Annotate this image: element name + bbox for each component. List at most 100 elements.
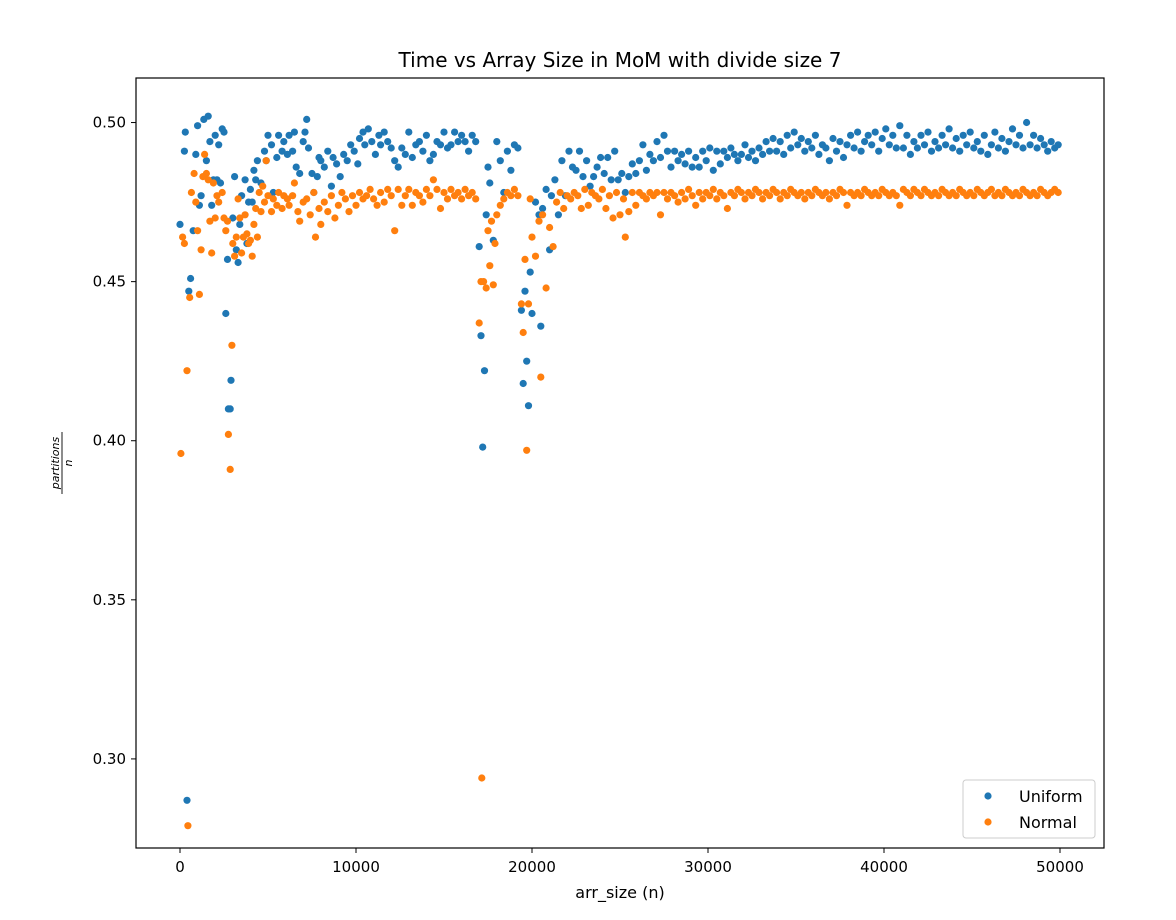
point-uniform (720, 147, 728, 155)
point-normal (496, 201, 504, 209)
point-uniform (333, 160, 341, 168)
point-uniform (896, 122, 904, 130)
point-uniform (479, 443, 487, 451)
point-uniform (656, 153, 665, 162)
point-uniform (614, 176, 622, 184)
legend-marker-normal (984, 818, 992, 826)
point-uniform (723, 153, 732, 162)
point-uniform (528, 309, 536, 318)
point-uniform (927, 147, 936, 155)
point-normal (224, 430, 232, 438)
point-uniform (653, 138, 661, 146)
y-tick-label: 0.35 (93, 591, 126, 609)
point-normal (377, 188, 385, 197)
point-normal (526, 195, 534, 203)
point-normal (468, 188, 476, 197)
point-uniform (678, 150, 686, 158)
point-normal (183, 367, 191, 375)
point-uniform (741, 141, 749, 149)
point-normal (535, 217, 543, 225)
point-uniform (429, 150, 437, 158)
point-normal (484, 227, 492, 235)
point-normal (663, 195, 672, 203)
point-uniform (565, 147, 573, 155)
point-uniform (355, 134, 364, 143)
point-normal (952, 192, 960, 200)
point-uniform (868, 141, 876, 149)
point-normal (190, 169, 198, 178)
point-uniform (590, 173, 598, 181)
point-uniform (285, 131, 293, 139)
point-normal (1033, 192, 1041, 200)
point-uniform (783, 131, 791, 139)
point-uniform (839, 153, 848, 162)
point-normal (642, 195, 651, 203)
point-uniform (1005, 138, 1013, 146)
point-uniform (674, 157, 682, 165)
point-normal (348, 192, 357, 200)
point-uniform (496, 157, 504, 165)
point-normal (773, 188, 781, 197)
point-uniform (854, 128, 862, 136)
point-uniform (447, 141, 455, 149)
point-normal (401, 192, 409, 200)
point-uniform (206, 138, 214, 146)
point-normal (275, 188, 283, 197)
point-normal (206, 217, 214, 225)
point-uniform (405, 128, 413, 136)
point-uniform (299, 138, 307, 146)
point-uniform (970, 144, 978, 152)
point-uniform (963, 141, 971, 149)
point-uniform (832, 147, 841, 155)
x-tick-label: 40000 (860, 858, 908, 876)
point-normal (419, 198, 427, 206)
point-uniform (642, 166, 651, 174)
point-normal (253, 233, 261, 241)
point-normal (685, 185, 693, 193)
point-uniform (984, 150, 992, 158)
point-normal (201, 150, 209, 158)
point-normal (906, 192, 915, 200)
point-normal (581, 185, 589, 193)
point-normal (415, 192, 423, 200)
point-uniform (956, 147, 964, 155)
point-normal (269, 195, 277, 203)
point-normal (524, 300, 533, 308)
point-uniform (906, 150, 915, 158)
point-normal (387, 192, 395, 200)
point-uniform (368, 138, 376, 146)
x-tick-label: 20000 (508, 858, 556, 876)
point-normal (373, 201, 381, 209)
point-uniform (231, 173, 239, 181)
point-uniform (229, 214, 237, 222)
point-uniform (755, 144, 763, 152)
point-uniform (408, 153, 416, 162)
point-normal (998, 192, 1006, 200)
point-uniform (493, 138, 501, 146)
point-uniform (208, 201, 216, 209)
point-uniform (579, 173, 587, 181)
point-normal (440, 188, 448, 197)
point-normal (391, 227, 399, 235)
point-uniform (952, 134, 960, 143)
point-normal (598, 185, 607, 193)
point-uniform (808, 144, 816, 152)
point-uniform (621, 188, 629, 197)
point-normal (229, 239, 237, 248)
point-normal (595, 195, 603, 203)
point-normal (192, 198, 200, 206)
point-uniform (426, 157, 434, 165)
point-uniform (415, 138, 423, 146)
y-tick-label: 0.40 (93, 432, 126, 450)
point-uniform (1033, 144, 1041, 152)
point-uniform (216, 179, 225, 187)
point-uniform (649, 157, 658, 165)
point-normal (783, 192, 791, 200)
point-normal (226, 465, 234, 473)
point-uniform (1008, 125, 1017, 133)
point-normal (605, 192, 614, 200)
point-normal (628, 188, 636, 197)
point-normal (478, 774, 486, 782)
point-normal (243, 230, 251, 238)
point-normal (194, 227, 202, 235)
